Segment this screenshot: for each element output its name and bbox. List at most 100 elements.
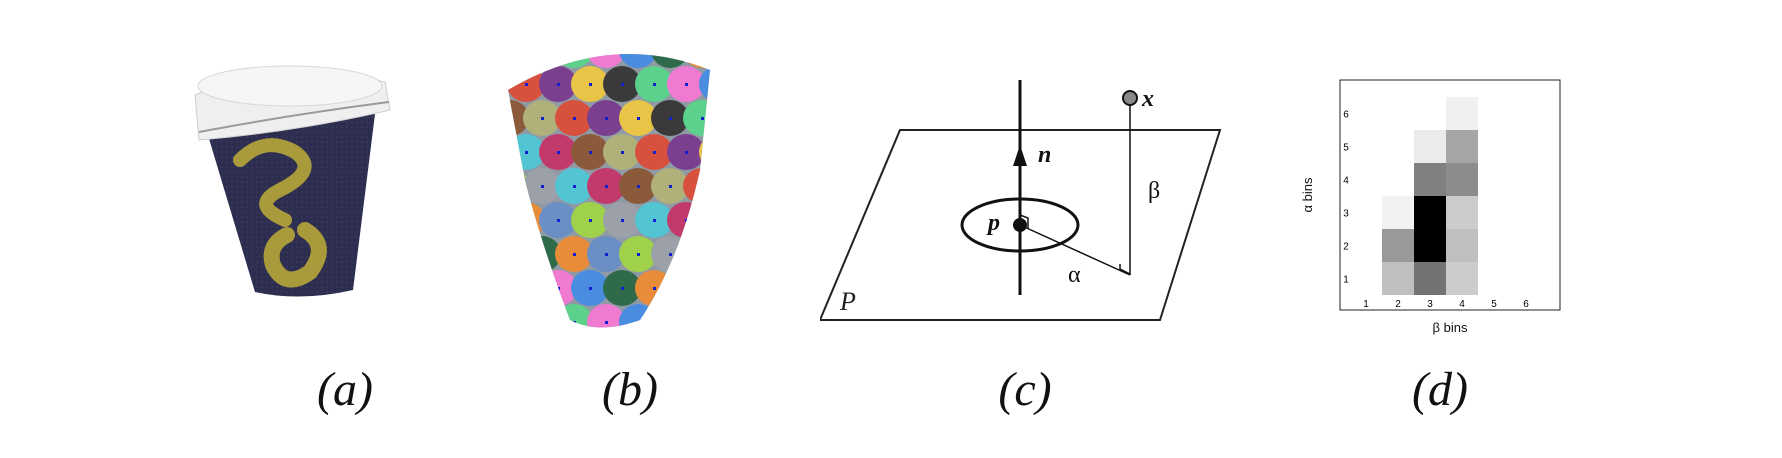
segment-center-marker bbox=[621, 287, 624, 290]
segment-patch bbox=[619, 304, 657, 328]
segment-center-marker bbox=[509, 185, 512, 188]
cup-a-logo bbox=[233, 138, 327, 288]
segment-center-marker bbox=[669, 49, 672, 52]
segment-patch bbox=[699, 134, 710, 170]
segment-center-marker bbox=[541, 49, 544, 52]
segment-center-marker bbox=[717, 83, 720, 86]
heatmap-cell bbox=[1446, 229, 1478, 262]
heatmap-cell bbox=[1446, 163, 1478, 196]
heatmap-x-tick-label: 2 bbox=[1395, 299, 1401, 310]
normal-arrow-head bbox=[1013, 145, 1027, 166]
segment-center-marker bbox=[653, 219, 656, 222]
segment-center-marker bbox=[701, 253, 704, 256]
segment-patch bbox=[699, 202, 710, 238]
segment-center-marker bbox=[509, 117, 512, 120]
heatmap-cell bbox=[1382, 196, 1414, 229]
segment-center-marker bbox=[717, 219, 720, 222]
heatmap-x-tick-label: 3 bbox=[1427, 299, 1433, 310]
heatmap-y-tick-label: 3 bbox=[1343, 209, 1349, 220]
segment-patch bbox=[699, 270, 710, 306]
heatmap-cells bbox=[1382, 97, 1478, 295]
heatmap-cell bbox=[1414, 229, 1446, 262]
segment-center-marker bbox=[701, 185, 704, 188]
heatmap-y-tick-label: 5 bbox=[1343, 143, 1349, 154]
plane-label: P bbox=[839, 287, 856, 316]
caption-d: (d) bbox=[1412, 363, 1468, 416]
segment-patch bbox=[683, 54, 710, 68]
segment-center-marker bbox=[589, 83, 592, 86]
segment-center-marker bbox=[573, 49, 576, 52]
segment-center-marker bbox=[589, 151, 592, 154]
segment-center-marker bbox=[605, 185, 608, 188]
segment-patch bbox=[508, 270, 545, 306]
heatmap-x-label: β bins bbox=[1433, 320, 1468, 335]
segment-center-marker bbox=[717, 151, 720, 154]
segment-center-marker bbox=[653, 151, 656, 154]
cup-a-body bbox=[207, 114, 375, 297]
segment-center-marker bbox=[653, 83, 656, 86]
segment-center-marker bbox=[621, 83, 624, 86]
point-p-label: p bbox=[986, 210, 1000, 236]
heatmap-cell bbox=[1414, 196, 1446, 229]
heatmap-y-tick-label: 2 bbox=[1343, 242, 1349, 253]
plane-p bbox=[820, 129, 1222, 321]
segment-center-marker bbox=[573, 253, 576, 256]
segment-center-marker bbox=[637, 185, 640, 188]
panel-a-cup-image bbox=[194, 65, 391, 297]
segment-center-marker bbox=[605, 117, 608, 120]
segment-patch bbox=[508, 304, 529, 328]
segment-center-marker bbox=[557, 287, 560, 290]
segment-center-marker bbox=[557, 83, 560, 86]
caption-a: (a) bbox=[317, 363, 373, 416]
segment-patch bbox=[508, 54, 529, 68]
circle-around-p bbox=[960, 197, 1080, 253]
heatmap-cell bbox=[1446, 130, 1478, 163]
segment-patch bbox=[508, 168, 529, 204]
heatmap-y-tick-label: 6 bbox=[1343, 110, 1349, 121]
segment-patch bbox=[523, 304, 561, 328]
segment-center-marker bbox=[573, 321, 576, 324]
segment-patch bbox=[651, 304, 689, 328]
segment-center-marker bbox=[637, 253, 640, 256]
right-angle-p bbox=[1019, 214, 1029, 228]
heatmap-cell bbox=[1414, 262, 1446, 295]
segment-patch bbox=[508, 236, 529, 272]
segment-center-marker bbox=[557, 151, 560, 154]
segment-center-marker bbox=[701, 117, 704, 120]
caption-b: (b) bbox=[602, 363, 658, 416]
segment-patch bbox=[683, 236, 710, 272]
segment-center-marker bbox=[605, 321, 608, 324]
panel-c-diagram: P n p x α β bbox=[820, 80, 1222, 321]
segment-center-marker bbox=[653, 287, 656, 290]
segment-center-marker bbox=[509, 321, 512, 324]
beta-label: β bbox=[1148, 178, 1160, 204]
point-x bbox=[1122, 90, 1138, 106]
segment-patch bbox=[651, 54, 689, 68]
segment-center-marker bbox=[717, 287, 720, 290]
segment-center-marker bbox=[637, 117, 640, 120]
heatmap-cell bbox=[1446, 262, 1478, 295]
segment-center-marker bbox=[637, 49, 640, 52]
heatmap-cell bbox=[1414, 163, 1446, 196]
normal-label: n bbox=[1038, 142, 1051, 168]
heatmap-y-tick-label: 1 bbox=[1343, 275, 1349, 286]
segment-center-marker bbox=[605, 49, 608, 52]
segment-center-marker bbox=[541, 253, 544, 256]
segment-center-marker bbox=[701, 49, 704, 52]
panel-d-heatmap: 1 2 3 4 5 6 1 2 3 4 5 6 β bins α bins bbox=[1300, 79, 1561, 335]
segment-center-marker bbox=[621, 151, 624, 154]
segment-center-marker bbox=[509, 49, 512, 52]
segment-center-marker bbox=[637, 321, 640, 324]
segment-patch bbox=[523, 54, 561, 68]
heatmap-cell bbox=[1382, 262, 1414, 295]
heatmap-y-label: α bins bbox=[1300, 177, 1315, 212]
heatmap-cell bbox=[1414, 130, 1446, 163]
segment-center-marker bbox=[685, 151, 688, 154]
heatmap-x-tick-label: 5 bbox=[1491, 299, 1497, 310]
segment-center-marker bbox=[685, 219, 688, 222]
heatmap-cell bbox=[1382, 229, 1414, 262]
segment-patch bbox=[555, 54, 593, 68]
segment-patch bbox=[619, 54, 657, 68]
heatmap-x-ticks: 1 2 3 4 5 6 bbox=[1363, 299, 1529, 310]
segment-center-marker bbox=[525, 151, 528, 154]
